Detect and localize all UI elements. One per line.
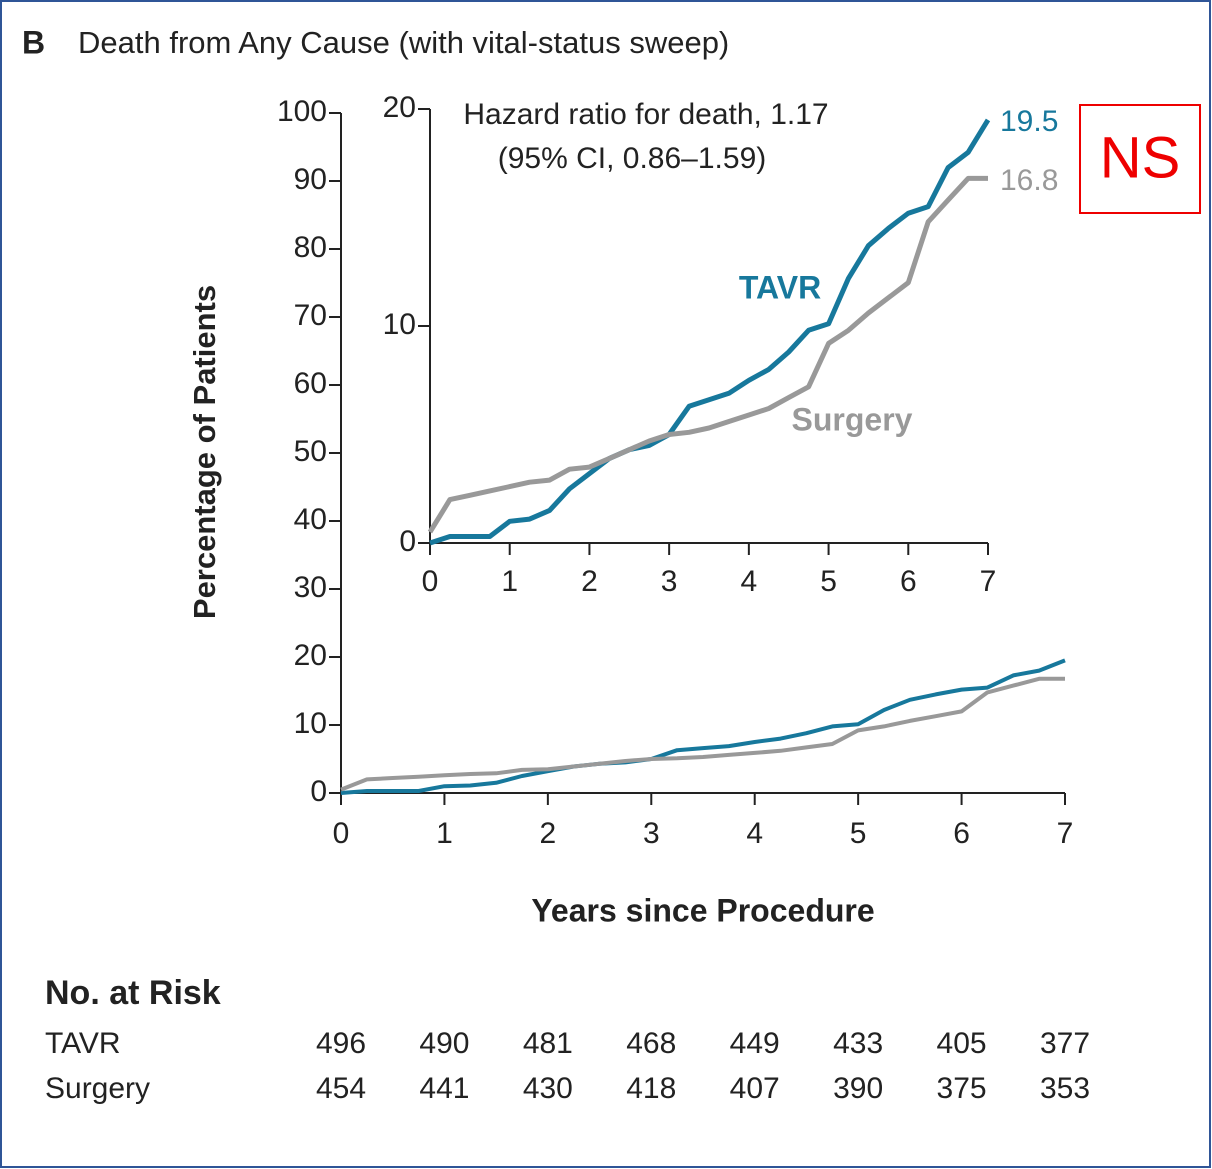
y-tick-label: 0 [310, 775, 327, 808]
risk-value: 407 [730, 1072, 780, 1105]
risk-value: 353 [1040, 1072, 1090, 1105]
x-tick-label: 6 [953, 817, 970, 850]
x-tick-label: 2 [581, 565, 598, 598]
series-line [429, 118, 991, 546]
y-tick-label: 20 [294, 639, 327, 672]
risk-value: 433 [833, 1027, 883, 1060]
series-line [340, 676, 1065, 792]
risk-value: 454 [316, 1072, 366, 1105]
y-tick-label: 10 [383, 308, 416, 341]
risk-value: 490 [419, 1027, 469, 1060]
risk-row-name: Surgery [45, 1072, 150, 1105]
y-tick-label: 20 [383, 91, 416, 124]
y-tick-label: 70 [294, 299, 327, 332]
x-tick-label: 4 [741, 565, 758, 598]
y-tick-label: 40 [294, 503, 327, 536]
risk-value: 390 [833, 1072, 883, 1105]
x-tick-label: 6 [900, 565, 917, 598]
x-axis-label: Years since Procedure [531, 892, 874, 928]
chart-title: Death from Any Cause (with vital-status … [78, 25, 729, 60]
series-line [427, 175, 988, 534]
y-tick-label: 60 [294, 367, 327, 400]
risk-value: 481 [523, 1027, 573, 1060]
end-value-label: 16.8 [1000, 164, 1058, 197]
series-label: Surgery [792, 401, 913, 437]
y-tick-label: 90 [294, 163, 327, 196]
y-tick-label: 80 [294, 231, 327, 264]
risk-value: 449 [730, 1027, 780, 1060]
inset-annotation: Hazard ratio for death, 1.17 [463, 98, 828, 131]
series-line [340, 658, 1066, 795]
y-axis-label: Percentage of Patients [187, 285, 222, 619]
risk-table-title: No. at Risk [45, 974, 221, 1012]
x-tick-label: 1 [501, 565, 518, 598]
series-label: TAVR [739, 269, 821, 305]
annotation: NS [1100, 125, 1181, 190]
x-tick-label: 0 [333, 817, 350, 850]
risk-value: 468 [626, 1027, 676, 1060]
risk-row-name: TAVR [45, 1027, 121, 1060]
y-tick-label: 100 [277, 95, 327, 128]
risk-value: 496 [316, 1027, 366, 1060]
x-tick-label: 3 [661, 565, 678, 598]
risk-value: 377 [1040, 1027, 1090, 1060]
risk-value: 418 [626, 1072, 676, 1105]
x-tick-label: 7 [1057, 817, 1074, 850]
x-tick-label: 5 [850, 817, 867, 850]
risk-value: 441 [419, 1072, 469, 1105]
panel-label: B [22, 24, 45, 60]
risk-value: 375 [937, 1072, 987, 1105]
x-tick-label: 2 [540, 817, 557, 850]
risk-value: 430 [523, 1072, 573, 1105]
y-tick-label: 50 [294, 435, 327, 468]
x-tick-label: 3 [643, 817, 660, 850]
x-tick-label: 4 [746, 817, 763, 850]
end-value-label: 19.5 [1000, 105, 1058, 138]
annotation-box [1079, 104, 1201, 214]
x-tick-label: 0 [422, 565, 439, 598]
x-tick-label: 7 [980, 565, 997, 598]
x-tick-label: 5 [820, 565, 837, 598]
y-tick-label: 30 [294, 571, 327, 604]
y-tick-label: 0 [399, 525, 416, 558]
inset-annotation: (95% CI, 0.86–1.59) [498, 142, 767, 175]
y-tick-label: 10 [294, 707, 327, 740]
risk-value: 405 [937, 1027, 987, 1060]
x-tick-label: 1 [436, 817, 453, 850]
